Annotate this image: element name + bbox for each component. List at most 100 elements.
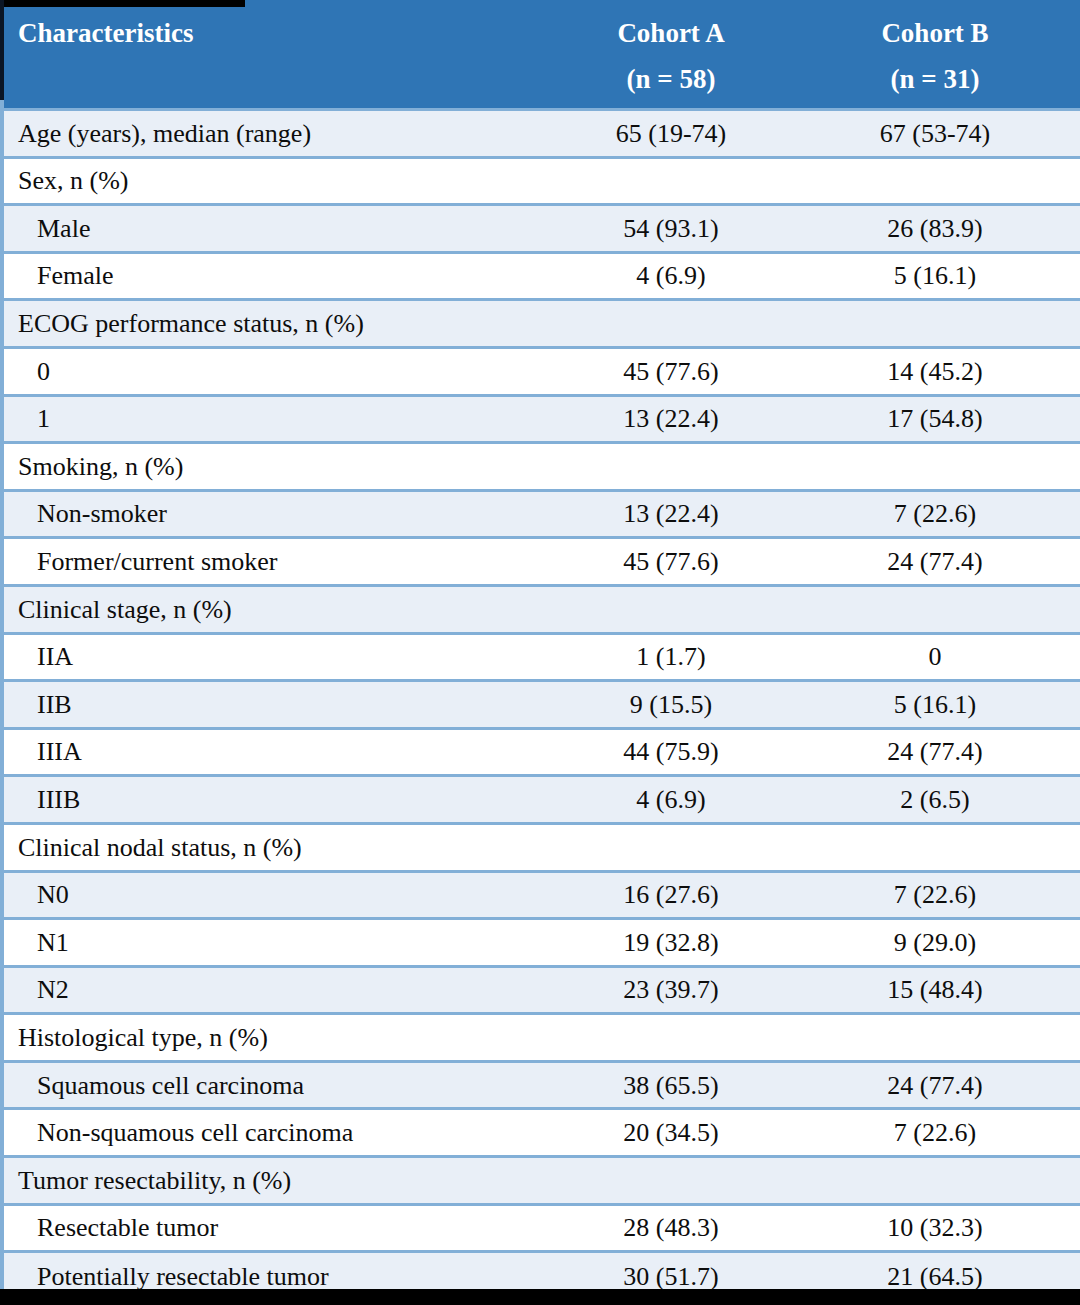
header-cohort-a-n: (n = 58) [557,56,785,102]
table-row-subitem: Female4 (6.9)5 (16.1) [4,252,1080,300]
table-row-subitem: IIA1 (1.7)0 [4,633,1080,681]
row-label: Age (years), median (range) [4,110,556,158]
cohort-a-value: 4 (6.9) [556,252,786,300]
row-label: Female [4,252,556,300]
row-label: IIA [4,633,556,681]
cohort-b-value: 26 (83.9) [786,205,1080,253]
row-label: Male [4,205,556,253]
cohort-a-value [556,585,786,633]
table-row-section: ECOG performance status, n (%) [4,300,1080,348]
row-label: Non-squamous cell carcinoma [4,1109,556,1157]
cohort-b-value: 17 (54.8) [786,395,1080,443]
cohort-b-value: 24 (77.4) [786,1061,1080,1109]
table-row-subitem: IIIA44 (75.9)24 (77.4) [4,728,1080,776]
table-row-subitem: 045 (77.6)14 (45.2) [4,347,1080,395]
table-row-subitem: 113 (22.4)17 (54.8) [4,395,1080,443]
table-row-subitem: Non-smoker13 (22.4)7 (22.6) [4,490,1080,538]
cohort-a-value: 9 (15.5) [556,681,786,729]
row-label: Non-smoker [4,490,556,538]
cohort-b-value: 2 (6.5) [786,776,1080,824]
header-cohort-b: Cohort B (n = 31) [786,0,1080,110]
row-label: Squamous cell carcinoma [4,1061,556,1109]
row-label: N0 [4,871,556,919]
row-label: Clinical stage, n (%) [4,585,556,633]
cohort-b-value: 7 (22.6) [786,490,1080,538]
cohort-a-value: 13 (22.4) [556,395,786,443]
cohort-b-value [786,157,1080,205]
cohort-a-value: 54 (93.1) [556,205,786,253]
cohort-a-value: 19 (32.8) [556,919,786,967]
table-row-section: Smoking, n (%) [4,443,1080,491]
screenshot-root: Characteristics Cohort A (n = 58) Cohort… [0,0,1080,1305]
header-cohort-a: Cohort A (n = 58) [556,0,786,110]
row-label: IIB [4,681,556,729]
cohort-a-value: 4 (6.9) [556,776,786,824]
row-label: Histological type, n (%) [4,1014,556,1062]
row-label: Tumor resectability, n (%) [4,1157,556,1205]
row-label: Resectable tumor [4,1204,556,1252]
patient-characteristics-table: Characteristics Cohort A (n = 58) Cohort… [4,0,1080,1299]
cohort-b-value [786,1157,1080,1205]
table-row-section: Sex, n (%) [4,157,1080,205]
table-row-section: Histological type, n (%) [4,1014,1080,1062]
cohort-a-value [556,1014,786,1062]
cohort-b-value: 67 (53-74) [786,110,1080,158]
cohort-a-value: 20 (34.5) [556,1109,786,1157]
table-row-subitem: N119 (32.8)9 (29.0) [4,919,1080,967]
cohort-a-value: 23 (39.7) [556,966,786,1014]
cohort-b-value [786,585,1080,633]
table-row-section: Age (years), median (range)65 (19-74)67 … [4,110,1080,158]
cohort-b-value: 7 (22.6) [786,1109,1080,1157]
table-row-subitem: N223 (39.7)15 (48.4) [4,966,1080,1014]
row-label: 0 [4,347,556,395]
table-body: Age (years), median (range)65 (19-74)67 … [4,110,1080,1300]
table-row-subitem: Former/current smoker45 (77.6)24 (77.4) [4,538,1080,586]
cohort-a-value: 65 (19-74) [556,110,786,158]
cohort-b-value [786,1014,1080,1062]
cohort-b-value [786,300,1080,348]
black-bottom-bar [0,1289,1080,1305]
cohort-a-value [556,157,786,205]
cohort-a-value: 45 (77.6) [556,538,786,586]
cohort-a-value: 38 (65.5) [556,1061,786,1109]
cohort-a-value: 1 (1.7) [556,633,786,681]
table-header-row: Characteristics Cohort A (n = 58) Cohort… [4,0,1080,110]
table-row-section: Clinical stage, n (%) [4,585,1080,633]
cohort-b-value: 10 (32.3) [786,1204,1080,1252]
cohort-a-value: 45 (77.6) [556,347,786,395]
black-top-strip [0,0,245,7]
row-label: 1 [4,395,556,443]
dark-left-edge [0,0,4,100]
row-label: IIIB [4,776,556,824]
table-row-subitem: Resectable tumor28 (48.3)10 (32.3) [4,1204,1080,1252]
table-row-section: Clinical nodal status, n (%) [4,823,1080,871]
row-label: N2 [4,966,556,1014]
cohort-a-value [556,300,786,348]
row-label: Clinical nodal status, n (%) [4,823,556,871]
cohort-a-value: 16 (27.6) [556,871,786,919]
cohort-b-value: 5 (16.1) [786,681,1080,729]
cohort-a-value [556,443,786,491]
header-cohort-b-n: (n = 31) [787,56,1080,102]
cohort-b-value: 24 (77.4) [786,728,1080,776]
cohort-a-value: 13 (22.4) [556,490,786,538]
header-characteristics: Characteristics [4,0,556,110]
cohort-b-value: 5 (16.1) [786,252,1080,300]
row-label: Former/current smoker [4,538,556,586]
cohort-b-value: 15 (48.4) [786,966,1080,1014]
cohort-b-value: 0 [786,633,1080,681]
cohort-b-value: 9 (29.0) [786,919,1080,967]
cohort-b-value: 14 (45.2) [786,347,1080,395]
cohort-b-value: 7 (22.6) [786,871,1080,919]
cohort-b-value [786,443,1080,491]
cohort-b-value: 24 (77.4) [786,538,1080,586]
row-label: ECOG performance status, n (%) [4,300,556,348]
cohort-b-value [786,823,1080,871]
table-row-section: Tumor resectability, n (%) [4,1157,1080,1205]
row-label: N1 [4,919,556,967]
header-cohort-a-name: Cohort A [557,10,785,56]
table-row-subitem: IIIB4 (6.9)2 (6.5) [4,776,1080,824]
table-row-subitem: IIB9 (15.5)5 (16.1) [4,681,1080,729]
cohort-a-value [556,823,786,871]
table-row-subitem: Male54 (93.1)26 (83.9) [4,205,1080,253]
